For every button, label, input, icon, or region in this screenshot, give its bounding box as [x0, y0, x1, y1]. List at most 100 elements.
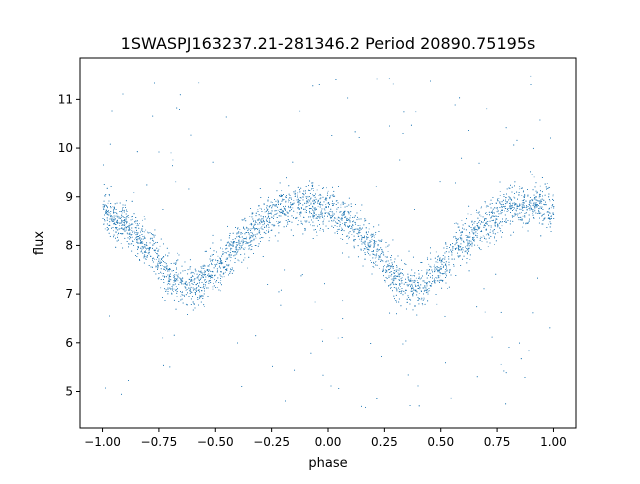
data-point	[412, 281, 414, 283]
data-point	[199, 271, 201, 273]
data-point	[196, 277, 198, 279]
data-point	[185, 303, 187, 305]
data-point	[216, 286, 218, 288]
data-point	[368, 242, 370, 244]
data-point	[260, 234, 261, 235]
data-point	[204, 279, 206, 281]
data-point	[223, 273, 225, 275]
data-point	[310, 203, 312, 205]
data-point	[196, 287, 198, 288]
data-point	[177, 252, 178, 254]
data-point	[228, 256, 230, 258]
data-point	[272, 202, 273, 204]
data-point	[204, 265, 206, 267]
data-point	[406, 282, 408, 283]
data-point	[347, 212, 349, 213]
data-point	[341, 202, 343, 204]
data-point	[155, 258, 157, 260]
data-point	[239, 229, 241, 230]
data-point	[360, 210, 362, 211]
data-point	[111, 220, 113, 222]
data-point	[483, 236, 485, 238]
data-point	[373, 235, 375, 237]
data-point	[277, 199, 279, 201]
data-point	[285, 201, 287, 203]
data-point	[118, 216, 120, 217]
data-point	[391, 282, 393, 284]
data-point	[292, 207, 294, 209]
data-point	[281, 190, 283, 192]
data-point	[276, 221, 278, 222]
data-point	[378, 268, 380, 269]
data-point	[447, 288, 448, 290]
data-point	[241, 219, 243, 221]
data-point	[274, 224, 276, 226]
data-point	[157, 255, 158, 257]
data-point	[266, 223, 268, 225]
data-point	[228, 246, 230, 247]
data-point	[361, 237, 363, 239]
data-point	[371, 238, 373, 240]
data-point	[339, 221, 341, 223]
data-point	[439, 270, 440, 272]
data-point	[253, 220, 255, 222]
data-point	[348, 238, 350, 240]
data-point	[458, 246, 460, 248]
data-point	[249, 247, 250, 249]
data-point	[126, 223, 127, 225]
data-point	[297, 192, 299, 194]
data-point	[173, 288, 175, 290]
data-point	[293, 199, 295, 201]
data-point	[390, 278, 392, 280]
data-point	[299, 215, 301, 217]
data-point	[315, 208, 317, 209]
data-point	[411, 283, 412, 285]
data-point	[277, 209, 279, 211]
data-point	[277, 212, 279, 214]
data-point	[114, 221, 116, 223]
data-point	[142, 219, 143, 221]
data-point	[406, 301, 408, 303]
data-point	[307, 195, 309, 197]
data-point	[378, 255, 379, 257]
data-point	[110, 213, 111, 215]
data-point	[107, 214, 109, 216]
data-point	[144, 247, 146, 248]
data-point	[516, 210, 517, 212]
data-point	[416, 285, 418, 287]
data-point	[540, 212, 542, 214]
data-point	[176, 296, 178, 297]
data-point	[505, 219, 506, 221]
data-point	[530, 200, 532, 202]
data-point	[298, 204, 300, 205]
data-point	[471, 232, 473, 234]
data-point	[139, 223, 140, 224]
data-point	[128, 230, 130, 231]
data-point	[415, 277, 417, 279]
data-point	[461, 219, 463, 221]
data-point	[158, 248, 160, 250]
data-point	[176, 268, 178, 270]
data-point	[527, 206, 529, 207]
data-point	[304, 211, 306, 213]
data-point	[149, 247, 150, 249]
data-point	[161, 260, 163, 261]
data-point	[522, 191, 524, 193]
data-point	[325, 204, 327, 205]
data-point	[127, 233, 129, 235]
data-point	[466, 250, 467, 252]
data-point	[450, 397, 452, 399]
data-point	[288, 201, 289, 203]
data-point	[510, 206, 512, 208]
data-point	[328, 212, 330, 214]
data-point	[293, 192, 295, 194]
data-point	[480, 236, 482, 238]
data-point	[541, 201, 543, 203]
data-point	[316, 235, 318, 237]
data-point	[499, 191, 501, 192]
data-point	[376, 78, 378, 80]
data-point	[177, 280, 179, 282]
data-point	[379, 240, 381, 242]
data-point	[464, 251, 466, 253]
data-point	[128, 223, 130, 225]
